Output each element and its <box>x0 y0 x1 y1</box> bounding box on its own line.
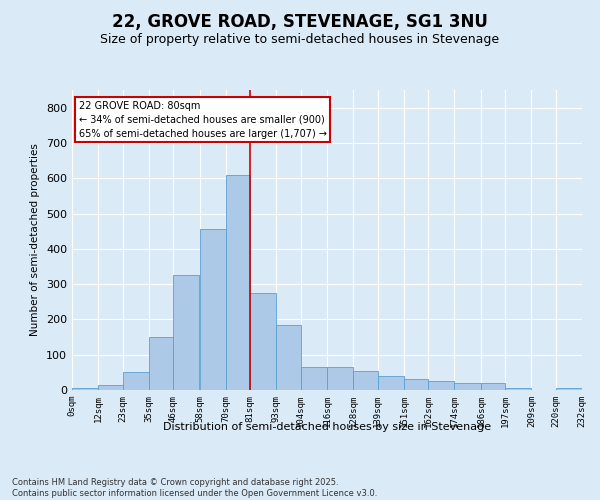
Bar <box>556 388 582 390</box>
Bar <box>226 174 250 390</box>
Bar <box>72 388 98 390</box>
Text: Size of property relative to semi-detached houses in Stevenage: Size of property relative to semi-detach… <box>100 32 500 46</box>
Bar <box>250 293 277 390</box>
Bar <box>122 372 149 390</box>
Bar <box>301 367 327 390</box>
Bar <box>428 381 455 390</box>
Bar <box>404 380 428 390</box>
Bar <box>327 367 353 390</box>
Bar <box>199 230 226 390</box>
Bar <box>377 376 404 390</box>
Bar <box>98 384 122 390</box>
Bar <box>173 276 199 390</box>
Bar <box>277 324 301 390</box>
Bar <box>505 388 532 390</box>
Bar <box>481 383 505 390</box>
Bar <box>353 370 377 390</box>
Text: Distribution of semi-detached houses by size in Stevenage: Distribution of semi-detached houses by … <box>163 422 491 432</box>
Bar <box>455 383 481 390</box>
Y-axis label: Number of semi-detached properties: Number of semi-detached properties <box>31 144 40 336</box>
Text: Contains HM Land Registry data © Crown copyright and database right 2025.
Contai: Contains HM Land Registry data © Crown c… <box>12 478 377 498</box>
Bar <box>149 337 173 390</box>
Text: 22 GROVE ROAD: 80sqm
← 34% of semi-detached houses are smaller (900)
65% of semi: 22 GROVE ROAD: 80sqm ← 34% of semi-detac… <box>79 100 326 138</box>
Text: 22, GROVE ROAD, STEVENAGE, SG1 3NU: 22, GROVE ROAD, STEVENAGE, SG1 3NU <box>112 12 488 30</box>
